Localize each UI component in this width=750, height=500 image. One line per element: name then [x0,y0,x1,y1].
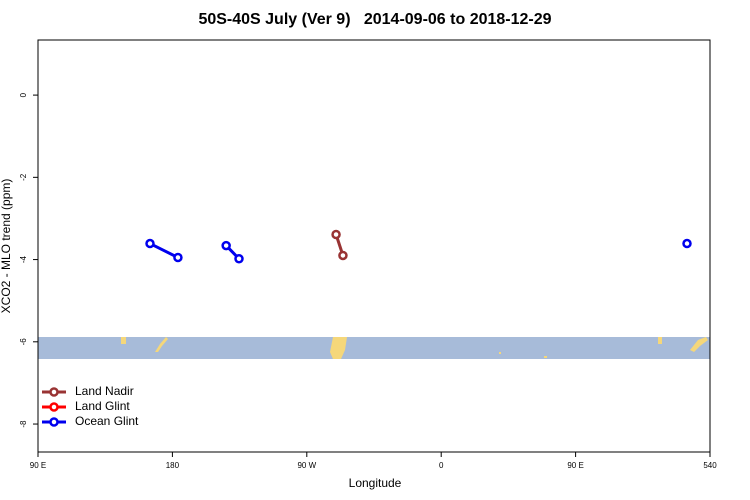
legend-label: Land Glint [75,399,130,413]
y-tick-label: 0 [19,92,28,97]
y-tick-label: -8 [19,420,28,428]
x-tick-label: 0 [439,461,444,470]
land-patch [121,337,126,344]
legend-marker [49,387,59,397]
point [682,238,692,249]
x-tick-label: 90 E [30,461,46,470]
map-strip [38,337,710,359]
y-axis-label: XCO2 - MLO trend (ppm) [0,179,13,314]
ocean-band [38,337,710,359]
land-patch [658,337,662,344]
point [234,253,244,264]
point [338,250,348,261]
point [221,240,231,251]
legend-marker [49,417,59,427]
land-patch [544,356,547,358]
land-patch [499,352,501,354]
plot-frame [37,39,711,453]
point [173,252,183,263]
land-patch [330,337,347,359]
x-tick-label: 90 W [297,461,316,470]
legend-label: Land Nadir [75,384,134,398]
x-tick-label: 90 E [567,461,583,470]
y-tick-label: -6 [19,338,28,346]
legend-label: Ocean Glint [75,414,139,428]
land-patch [690,337,708,352]
point [145,238,155,249]
point [331,229,341,240]
x-tick-label: 540 [703,461,717,470]
y-tick-label: -2 [19,173,28,181]
x-axis-label: Longitude [349,476,402,490]
legend-marker [49,402,59,412]
y-tick-label: -4 [19,255,28,263]
x-tick-label: 180 [166,461,180,470]
land-patch [155,337,168,352]
chart-title: 50S-40S July (Ver 9) 2014-09-06 to 2018-… [198,11,551,28]
